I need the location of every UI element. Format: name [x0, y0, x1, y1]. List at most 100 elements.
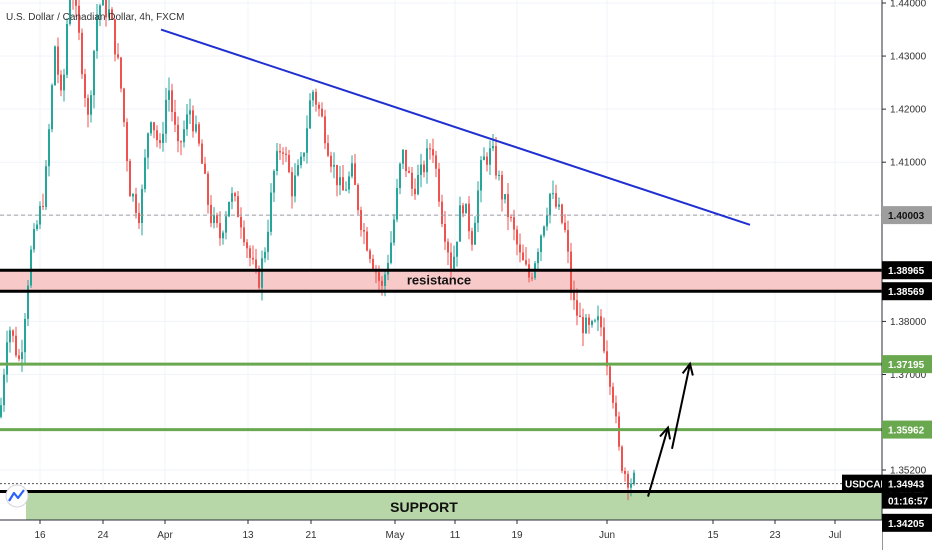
candle-body [48, 129, 50, 167]
candle-body [336, 164, 338, 186]
time-tick-label: Jul [829, 530, 842, 541]
candle-body [174, 111, 176, 125]
candle-body [189, 110, 191, 115]
candle-body [213, 215, 215, 224]
candle-body [54, 46, 56, 86]
candle-body [426, 148, 428, 173]
candle-body [420, 164, 422, 175]
candle-body [261, 258, 263, 288]
candle-body [57, 46, 59, 75]
level-tag-1.38965 [882, 261, 932, 280]
countdown-tag [882, 492, 932, 509]
candle-body [27, 285, 29, 319]
candle-body [387, 262, 389, 275]
candle-body [360, 210, 362, 230]
tradingview-logo-icon[interactable] [5, 484, 29, 508]
price-tick-label: 1.42000 [890, 105, 927, 116]
level-tag-label-1.37195: 1.37195 [888, 360, 925, 371]
candle-body [321, 108, 323, 117]
candle-body [75, 0, 77, 6]
candle-body [231, 193, 233, 202]
level-tag-1.34205 [882, 513, 932, 532]
candle-body [252, 257, 254, 260]
candle-body [411, 172, 413, 189]
candle-body [549, 193, 551, 216]
candle-body [378, 272, 380, 281]
candle-body [609, 366, 611, 387]
candle-body [159, 140, 161, 143]
time-tick-label: May [386, 530, 405, 541]
candle-body [33, 229, 35, 250]
candle-body [135, 194, 137, 213]
candle-body [627, 473, 629, 488]
time-tick-label: 19 [511, 530, 523, 541]
candle-body [450, 252, 452, 269]
price-tick-label: 1.43000 [890, 52, 927, 63]
candle-body [114, 19, 116, 55]
candle-body [288, 154, 290, 173]
last-price-tag [882, 474, 932, 493]
candle-body [606, 351, 608, 367]
candle-body [501, 175, 503, 200]
candle-body [138, 212, 140, 224]
candle-body [402, 149, 404, 164]
candle-body [588, 317, 590, 325]
candle-body [297, 165, 299, 176]
candle-body [564, 222, 566, 231]
candle-body [396, 188, 398, 220]
time-tick-label: 11 [450, 530, 461, 541]
candle-body [585, 317, 587, 334]
candle-body [222, 232, 224, 239]
candle-body [531, 277, 533, 279]
candle-body [423, 164, 425, 173]
candle-body [447, 241, 449, 253]
candle-body [342, 177, 344, 191]
candle-body [468, 203, 470, 232]
candle-body [177, 124, 179, 142]
price-axis: 1.44000 1.43000 1.42000 1.41000 1.40003 1.380… [842, 0, 932, 550]
candle-body [276, 151, 278, 172]
time-tick-label: Apr [157, 530, 173, 541]
chart-title: U.S. Dollar / Canadian Dollar, 4h, FXCM [6, 12, 184, 23]
candle-body [303, 152, 305, 157]
candle-body [126, 122, 128, 162]
price-zones [0, 270, 882, 523]
candle-body [390, 242, 392, 263]
candle-body [459, 205, 461, 242]
level-tag-label-1.34205: 1.34205 [888, 519, 925, 530]
candle-body [99, 5, 101, 16]
candle-body [540, 235, 542, 253]
time-tick-label: 21 [305, 530, 317, 541]
level-tag-label-1.38965: 1.38965 [888, 266, 925, 277]
candle-body [576, 300, 578, 316]
candle-body [312, 91, 314, 101]
countdown-label: 01:16:57 [888, 497, 928, 508]
candle-body [0, 405, 2, 417]
candle-body [132, 194, 134, 197]
projection-arrow-2 [671, 363, 691, 449]
candle-body [333, 164, 335, 167]
candle-body [513, 217, 515, 230]
candle-body [432, 149, 434, 156]
candle-body [102, 0, 104, 6]
candle-body [6, 342, 8, 375]
candle-body [474, 222, 476, 245]
candle-body [180, 141, 182, 143]
candle-body [162, 133, 164, 143]
candle-body [579, 315, 581, 318]
trendline-group [160, 28, 751, 226]
candle-body [486, 156, 488, 165]
candle-body [444, 223, 446, 242]
time-axis: 16 24 Apr 13 21 May 11 19 Jun 15 23 Jul [0, 519, 882, 550]
time-scale-bg [0, 520, 882, 550]
candle-body [285, 153, 287, 155]
zone-resistance [0, 270, 882, 292]
candle-body [516, 229, 518, 245]
candle-body [63, 74, 65, 91]
candle-body [462, 205, 464, 214]
candle-body [96, 15, 98, 51]
candle-body [84, 74, 86, 98]
candle-body [270, 192, 272, 232]
price-tick-label: 1.38000 [890, 317, 927, 328]
